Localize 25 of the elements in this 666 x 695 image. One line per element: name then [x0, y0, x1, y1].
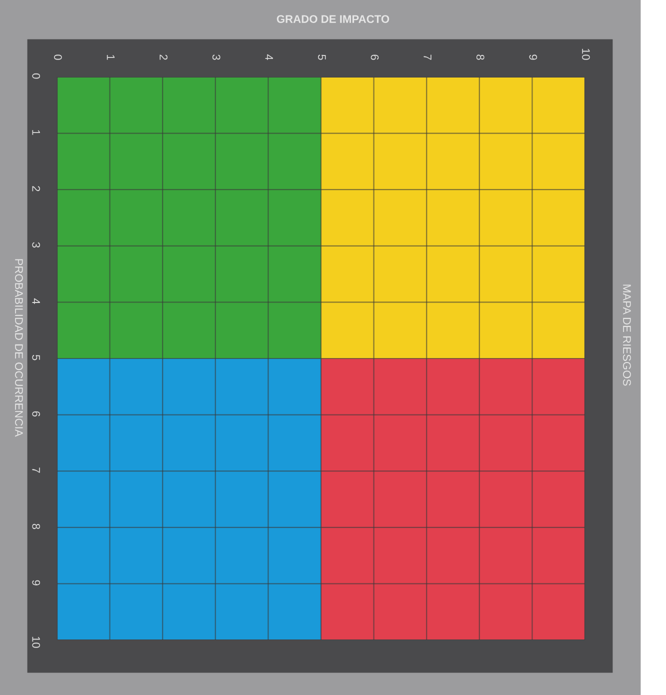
y-axis-title: PROBABILIDAD DE OCURRENCIA [15, 259, 23, 437]
y-tick-label: 10 [32, 636, 40, 648]
y-tick-label: 9 [32, 580, 40, 586]
y-tick-label: 0 [32, 73, 40, 79]
x-tick-label: 5 [318, 54, 326, 60]
x-tick-label: 3 [212, 54, 220, 60]
x-tick-label: 6 [370, 54, 379, 60]
y-tick-label: 3 [32, 242, 40, 248]
y-tick-label: 7 [32, 468, 40, 473]
y-tick-label: 5 [32, 354, 40, 360]
y-tick-label: 6 [32, 411, 40, 416]
x-tick-label: 10 [582, 48, 590, 60]
chart-title: GRADO DE IMPACTO [276, 15, 390, 23]
y-tick-label: 8 [32, 524, 40, 530]
x-tick-label: 0 [54, 54, 62, 60]
x-tick-label: 2 [160, 54, 168, 60]
text: MAPA DE RIESGOS [623, 284, 631, 386]
x-tick-label: 7 [424, 54, 432, 60]
y-tick-label: 2 [32, 186, 40, 192]
x-tick-label: 8 [476, 54, 484, 60]
x-tick-label: 4 [265, 54, 273, 60]
y-tick-label: 4 [32, 298, 40, 304]
y-tick-label: 1 [32, 130, 40, 135]
x-tick-label: 1 [106, 55, 115, 60]
x-tick-label: 9 [529, 54, 538, 60]
